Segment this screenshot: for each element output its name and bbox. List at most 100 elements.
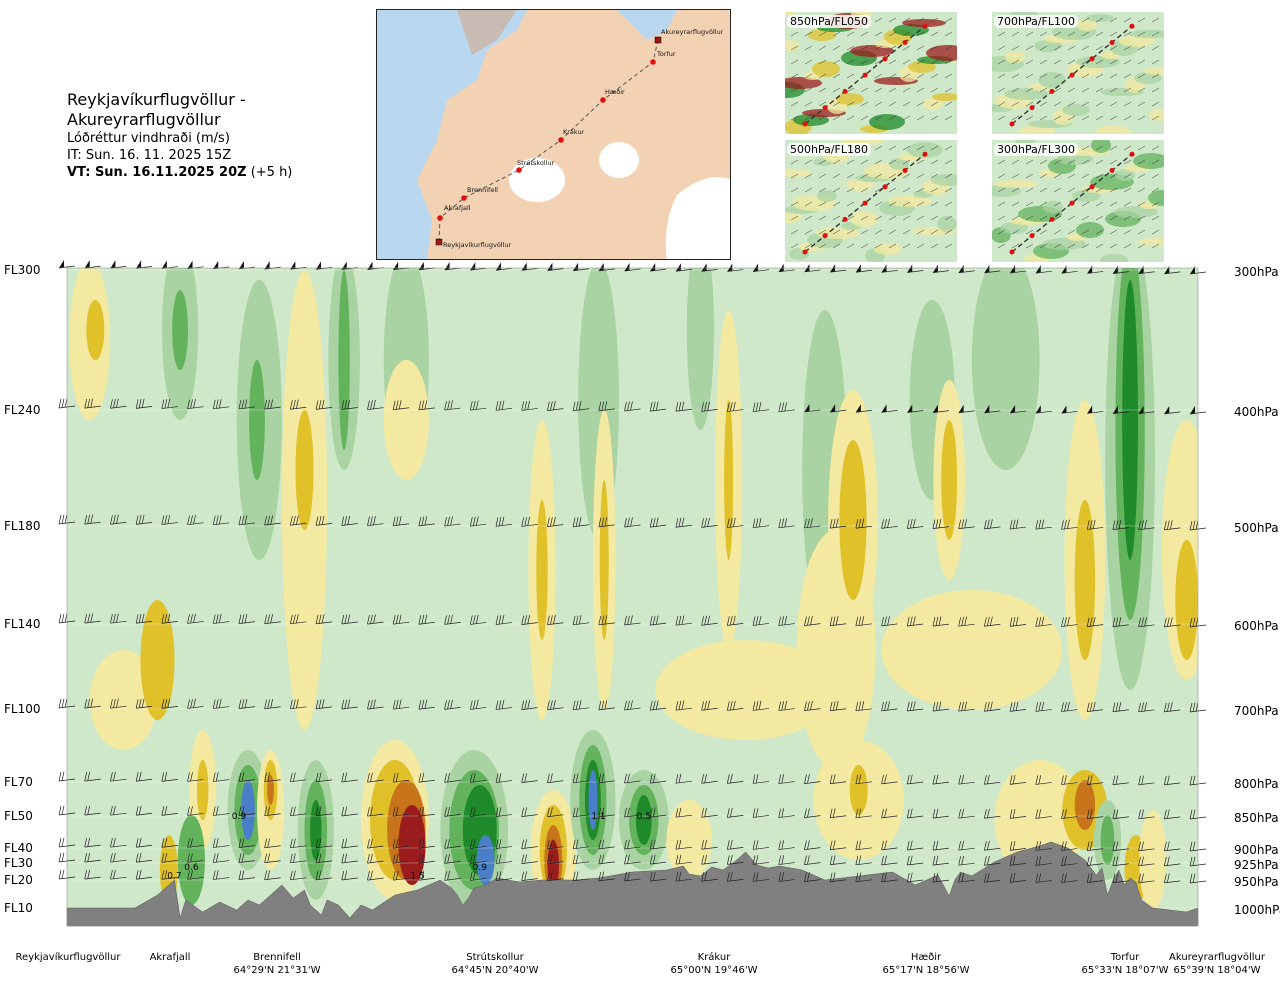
wind-barb [906,872,924,883]
wind-barb [418,806,435,817]
mini-barb [1095,201,1104,207]
wind-barb [906,855,924,866]
wind-barb [135,613,153,624]
mini-barb [997,201,1006,207]
mini-barb [874,145,883,151]
mini-map-700[interactable]: 700hPa/FL100 [992,12,1164,134]
mini-barb [846,31,855,37]
wind-barb [1163,617,1181,628]
wind-barb [521,614,538,625]
waypoint-coord: 65°39'N 18°04'W [1173,965,1261,976]
mini-barb [1095,59,1104,65]
velocity-contour [249,360,265,480]
wind-barb [264,614,281,625]
mini-field [1115,169,1135,181]
mini-barb [930,73,939,79]
wind-barb [418,516,435,527]
mini-barb [818,187,827,193]
mini-barb [1123,31,1132,37]
wind-barbs [58,260,1207,884]
mini-barb [888,31,897,37]
wind-barb [161,771,178,782]
wind-barb [444,516,461,527]
wind-barb [1189,702,1207,713]
velocity-contour [1074,500,1096,660]
wind-barb [521,871,538,881]
wind-barb [444,806,461,817]
mini-barb [1039,215,1048,221]
mini-barb [804,215,813,221]
mini-barb [874,201,883,207]
wind-barb [1138,405,1155,415]
wind-barb [84,260,101,269]
mini-barb [916,87,925,93]
wind-barb [1087,405,1104,414]
mini-barb [874,73,883,79]
mini-barb [846,115,855,121]
mini-barb [1081,101,1090,107]
mini-waypoint [882,184,888,190]
mini-field [1119,35,1155,47]
mini-barb [902,17,911,23]
waypoint-name: Akrafjall [149,952,191,963]
mini-barb [888,201,897,207]
mini-barb [874,115,883,121]
wind-barb [315,838,333,849]
velocity-contour [655,640,837,740]
wind-barb [958,840,975,851]
mini-barb [997,59,1006,65]
mini-barb [944,229,953,235]
mini-waypoint [1009,121,1015,127]
mini-barb [1011,159,1020,165]
wind-barb [907,404,924,413]
wind-barb [701,263,718,272]
wind-barb [778,615,795,626]
wind-barb [675,517,692,528]
mini-barb [832,215,841,221]
mini-barb [1151,201,1160,207]
mini-waypoint [1129,23,1135,29]
mini-barb [832,45,841,51]
mini-map-300[interactable]: 300hPa/FL300 [992,140,1164,262]
wind-barb [547,871,564,882]
wind-barb [1138,775,1155,786]
mini-waypoint [1049,216,1055,222]
mini-barb [902,159,911,165]
mini-barb [902,243,911,249]
mini-barb [930,17,939,23]
wind-barb [469,614,487,625]
velocity-contour [267,775,274,805]
mini-barb [888,173,897,179]
velocity-contour [197,760,209,820]
mini-field [932,93,957,101]
wind-barb [778,518,795,529]
mini-barb [874,159,883,165]
wind-barb [829,701,847,712]
wind-barb [444,614,461,625]
wind-barb [444,772,461,783]
route-map[interactable]: Akureyrarflugvöllur Torfur Hæðir Krákur Strú… [376,9,731,260]
wind-barb [675,615,692,626]
wind-barb [469,516,487,527]
mini-barb [916,59,925,65]
mini-waypoint [1129,151,1135,157]
hpa-label: 300hPa [1234,265,1279,279]
wind-barb [855,840,872,851]
mini-map-500[interactable]: 500hPa/FL180 [785,140,957,262]
wind-barb [572,700,590,711]
wind-barb [984,616,1001,627]
mini-barb [1025,201,1034,207]
velocity-contour [849,765,868,815]
mini-field [1034,40,1062,52]
mini-barb [1011,87,1020,93]
mini-barb [846,243,855,249]
mini-barb [916,145,925,151]
mini-barb [1025,187,1034,193]
wind-barb [1087,265,1104,274]
wind-barb [932,808,949,819]
mini-map-850[interactable]: 850hPa/FL050 [785,12,957,134]
wind-barb [649,773,667,784]
wind-barb [264,699,281,710]
wind-barb [264,870,281,881]
mini-barb [1011,243,1020,249]
